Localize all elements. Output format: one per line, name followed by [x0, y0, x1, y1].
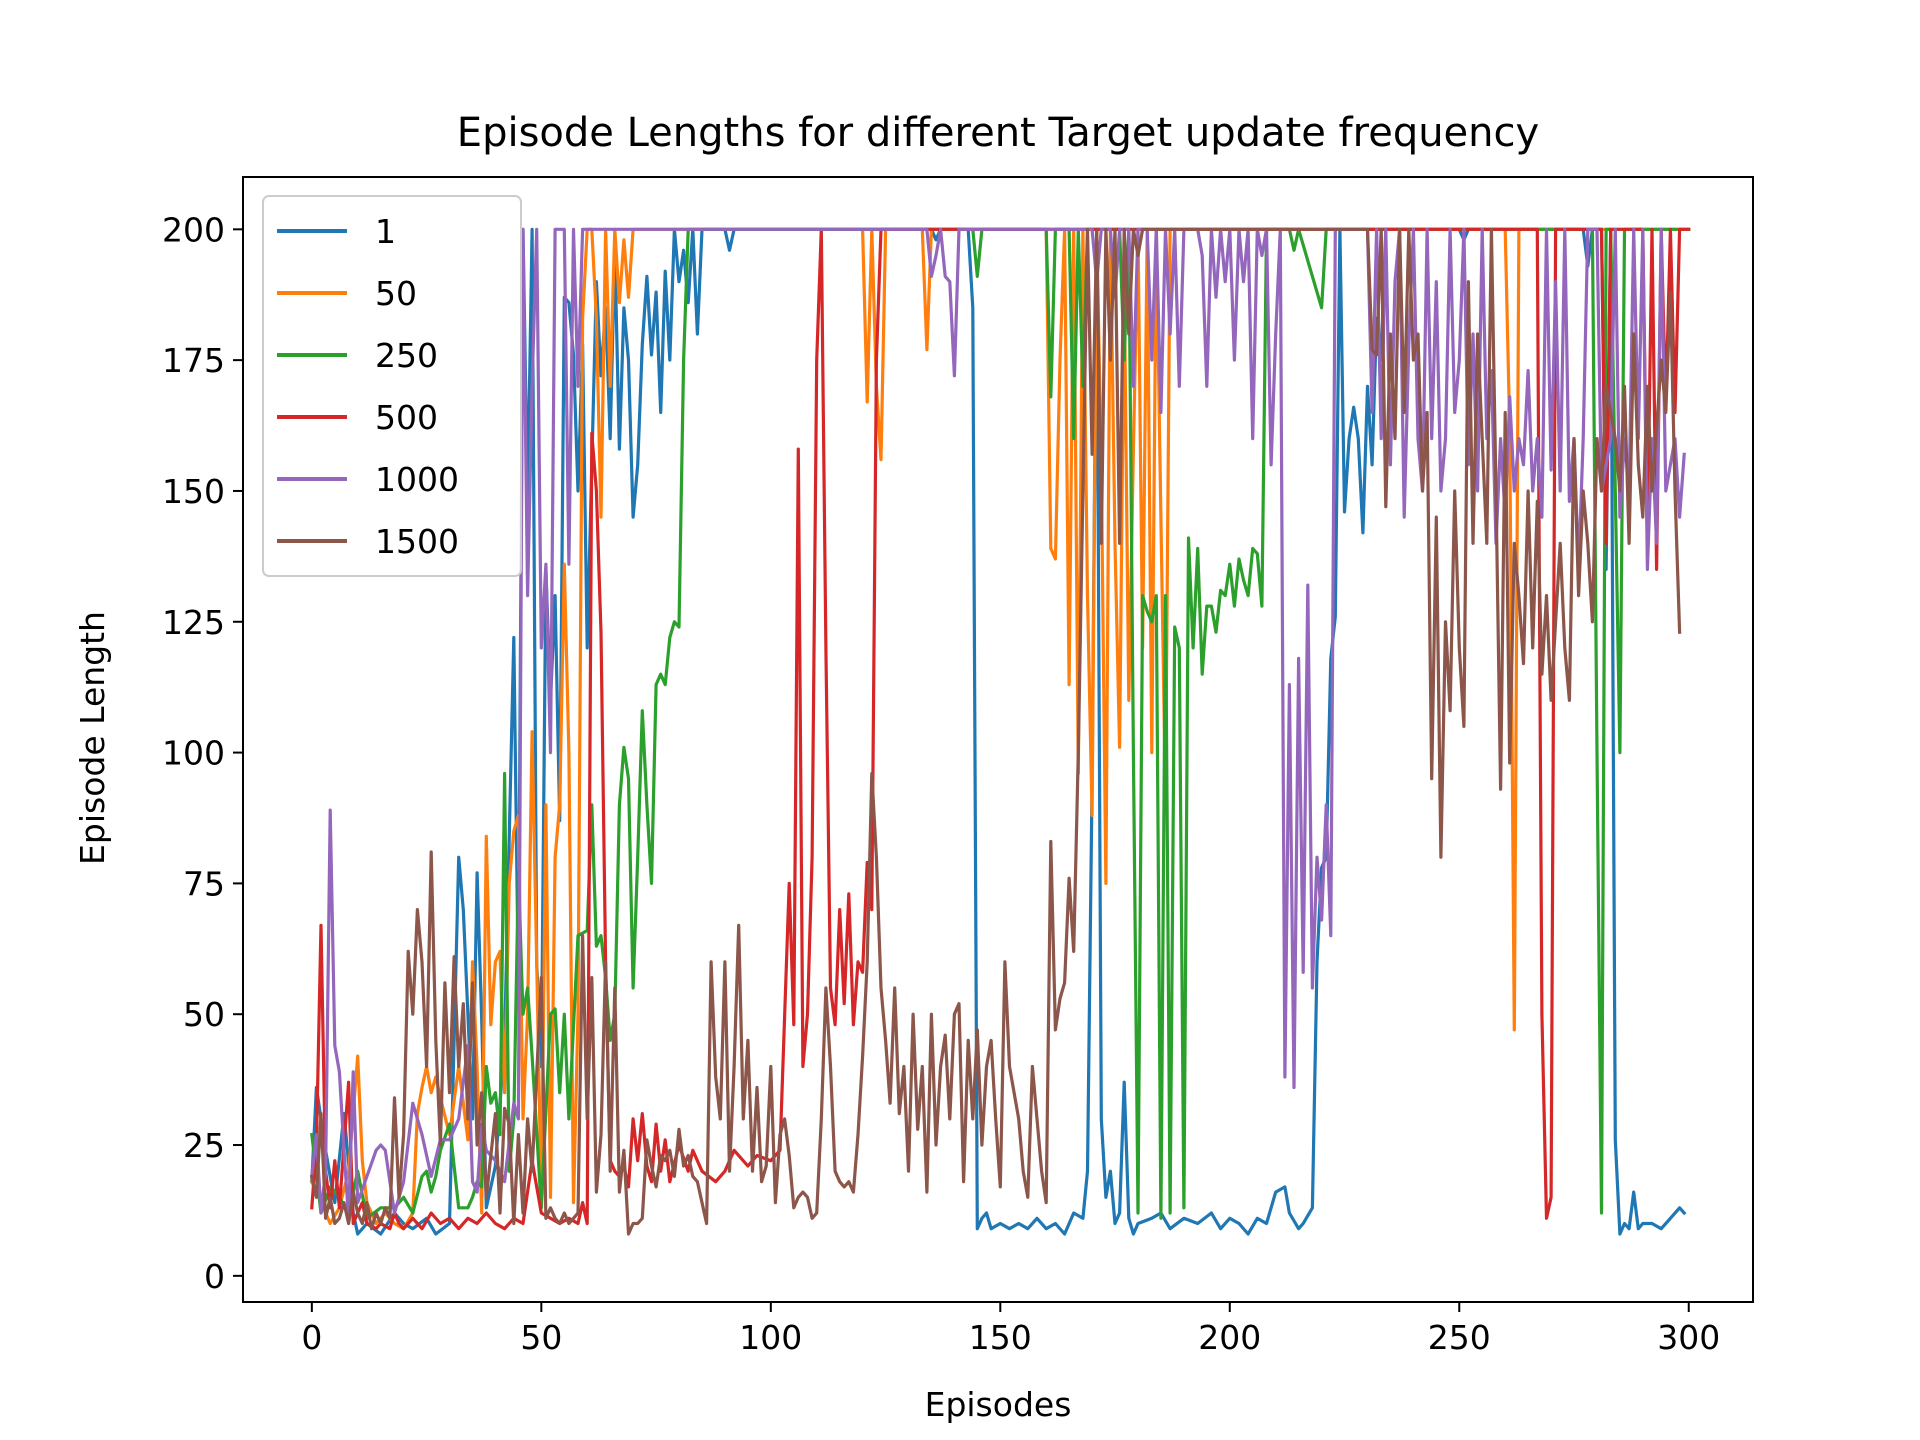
- x-axis-label: Episodes: [925, 1385, 1072, 1424]
- y-tick-label: 50: [183, 995, 225, 1034]
- legend-label-250: 250: [375, 336, 438, 375]
- x-tick-label: 300: [1657, 1318, 1720, 1357]
- y-tick-label: 25: [183, 1126, 225, 1165]
- y-axis-label: Episode Length: [73, 611, 112, 865]
- legend-label-50: 50: [375, 274, 417, 313]
- x-tick-label: 250: [1428, 1318, 1491, 1357]
- y-tick-label: 175: [162, 341, 225, 380]
- plot-frame: [242, 176, 1754, 1303]
- series-line-1500: [309, 227, 1682, 1236]
- x-tick-label: 50: [520, 1318, 562, 1357]
- x-tick-label: 150: [969, 1318, 1032, 1357]
- legend: 1 50 250 500 1000 1500: [262, 195, 522, 577]
- x-tick-label: 200: [1198, 1318, 1261, 1357]
- y-tick-label: 200: [162, 210, 225, 249]
- y-tick-label: 125: [162, 603, 225, 642]
- y-tick-label: 75: [183, 864, 225, 903]
- legend-label-1500: 1500: [375, 522, 459, 561]
- x-tick-label: 100: [739, 1318, 802, 1357]
- legend-label-1000: 1000: [375, 460, 459, 499]
- y-tick-label: 150: [162, 472, 225, 511]
- x-axis: 0 50 100 150 200 250 300: [301, 1302, 1720, 1357]
- series-line-500: [310, 227, 1691, 1231]
- legend-label-1: 1: [375, 212, 396, 251]
- chart-title: Episode Lengths for different Target upd…: [457, 110, 1539, 156]
- legend-box: [262, 195, 522, 577]
- y-tick-label: 100: [162, 734, 225, 773]
- legend-label-500: 500: [375, 398, 438, 437]
- plot-area: [242, 176, 1754, 1303]
- y-axis: 0 25 50 75 100 125 150 175 200: [162, 210, 243, 1296]
- series-lines: [309, 227, 1691, 1236]
- x-tick-label: 0: [301, 1318, 322, 1357]
- y-tick-label: 0: [204, 1257, 225, 1296]
